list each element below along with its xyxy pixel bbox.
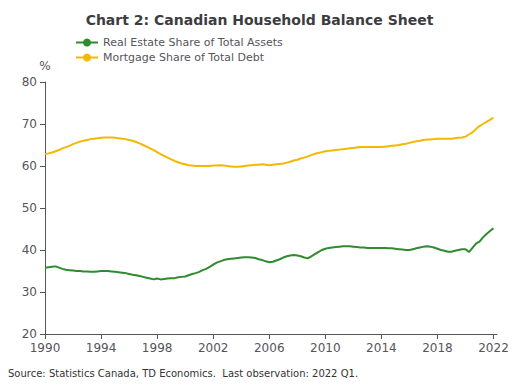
svg-text:2022: 2022 xyxy=(478,341,509,355)
svg-text:40: 40 xyxy=(22,243,37,257)
svg-text:Chart 2: Canadian Household Ba: Chart 2: Canadian Household Balance Shee… xyxy=(86,12,434,28)
svg-text:2018: 2018 xyxy=(422,341,453,355)
svg-text:2006: 2006 xyxy=(254,341,285,355)
svg-text:70: 70 xyxy=(22,117,37,131)
svg-text:1998: 1998 xyxy=(142,341,173,355)
svg-text:Mortgage Share of Total Debt: Mortgage Share of Total Debt xyxy=(103,51,265,64)
svg-text:60: 60 xyxy=(22,159,37,173)
svg-text:1994: 1994 xyxy=(86,341,117,355)
svg-text:2002: 2002 xyxy=(198,341,229,355)
svg-text:2010: 2010 xyxy=(310,341,341,355)
svg-text:1990: 1990 xyxy=(30,341,61,355)
svg-text:20: 20 xyxy=(22,327,37,341)
svg-text:Source: Statistics Canada, TD: Source: Statistics Canada, TD Economics.… xyxy=(8,368,358,379)
svg-text:30: 30 xyxy=(22,285,37,299)
svg-text:Real Estate Share of Total Ass: Real Estate Share of Total Assets xyxy=(103,36,283,49)
svg-text:50: 50 xyxy=(22,201,37,215)
svg-text:2014: 2014 xyxy=(366,341,397,355)
svg-text:80: 80 xyxy=(22,75,37,89)
svg-text:%: % xyxy=(39,59,50,73)
